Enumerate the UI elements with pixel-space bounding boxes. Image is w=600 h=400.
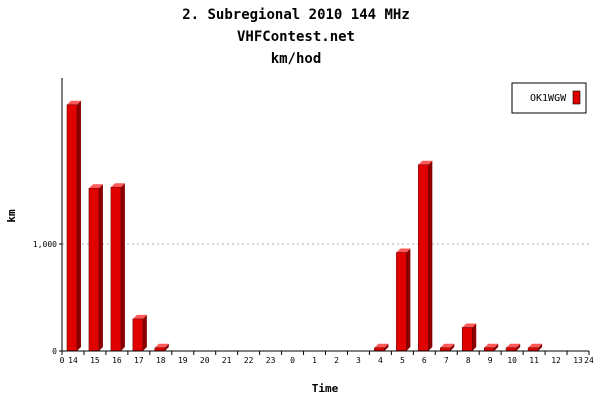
- legend-label: OK1WGW: [530, 93, 567, 104]
- bar-side: [142, 314, 147, 351]
- chart-unit-line: km/hod: [271, 51, 322, 67]
- x-tick-label-19: 19: [178, 356, 188, 365]
- x-tick-label-20: 20: [200, 356, 210, 365]
- bar-front: [374, 347, 385, 351]
- bar-side: [384, 343, 389, 351]
- y-tick-label-0: 0: [52, 347, 57, 356]
- y-axis-label: km: [5, 209, 18, 223]
- bar-14: [66, 100, 81, 352]
- bar-side: [164, 343, 169, 351]
- bar-front: [506, 347, 517, 351]
- bars-layer: [66, 100, 543, 352]
- x-tick-label-4: 4: [378, 356, 383, 365]
- bar-4: [374, 343, 389, 352]
- x-tick-label-18: 18: [156, 356, 166, 365]
- bar-5: [396, 248, 411, 352]
- bar-8: [461, 323, 477, 352]
- bar-side: [406, 248, 411, 351]
- x-tick-label-11: 11: [529, 356, 539, 365]
- bar-6: [418, 160, 433, 352]
- bar-top: [154, 343, 169, 348]
- bar-front: [88, 188, 99, 351]
- x-tick-label-14: 14: [68, 356, 78, 365]
- bar-9: [483, 343, 499, 352]
- bar-side: [120, 183, 125, 351]
- bar-top: [418, 160, 433, 165]
- x-tick-label-3: 3: [356, 356, 361, 365]
- bar-side: [494, 343, 499, 351]
- bar-top: [374, 343, 389, 348]
- bar-17: [132, 314, 147, 352]
- x-tick-label-1: 1: [312, 356, 317, 365]
- bar-top: [462, 323, 477, 328]
- x-axis-label: Time: [312, 382, 339, 395]
- axes-layer: [59, 78, 590, 355]
- chart-title: 2. Subregional 2010 144 MHz: [182, 7, 410, 23]
- x-tick-label-6: 6: [422, 356, 427, 365]
- bar-front: [66, 104, 77, 351]
- bar-side: [516, 343, 521, 351]
- bar-top: [506, 343, 521, 348]
- bar-front: [440, 347, 451, 351]
- x-tick-label-23: 23: [266, 356, 276, 365]
- bar-front: [132, 318, 143, 351]
- bar-front: [528, 347, 539, 351]
- bar-top: [132, 314, 147, 319]
- y-tick-label-1000: 1,000: [33, 240, 57, 249]
- legend-box: [511, 82, 587, 114]
- bar-side: [472, 323, 477, 351]
- bar-16: [110, 183, 125, 352]
- bar-18: [154, 343, 169, 352]
- bar-15: [88, 184, 103, 352]
- legend-swatch: [572, 90, 581, 105]
- bar-top: [88, 184, 103, 189]
- bar-front: [110, 187, 121, 351]
- bar-top: [66, 100, 81, 105]
- x-tick-label-21: 21: [222, 356, 232, 365]
- x-tick-label-12: 12: [551, 356, 561, 365]
- bar-side: [98, 184, 103, 351]
- bar-top: [528, 343, 543, 348]
- bar-front: [418, 164, 429, 351]
- bar-side: [450, 343, 455, 351]
- bar-top: [110, 183, 125, 188]
- x-tick-label-22: 22: [244, 356, 254, 365]
- bar-front: [462, 327, 473, 351]
- legend: OK1WGW: [511, 82, 587, 114]
- bar-7: [440, 343, 455, 352]
- bar-side: [538, 343, 543, 351]
- x-tick-label-7: 7: [444, 356, 449, 365]
- bar-10: [505, 343, 521, 352]
- x-tick-label-17: 17: [134, 356, 144, 365]
- bar-11: [527, 343, 543, 352]
- bar-front: [154, 347, 165, 351]
- bar-front: [484, 347, 495, 351]
- bar-top: [396, 248, 411, 253]
- x-tick-label-0: 0: [290, 356, 295, 365]
- x-tick-label-13: 13: [573, 356, 583, 365]
- bar-front: [396, 252, 407, 351]
- x-tick-label-8: 8: [466, 356, 471, 365]
- chart-subtitle: VHFContest.net: [237, 29, 355, 45]
- x-tick-label-5: 5: [400, 356, 405, 365]
- x-axis-end-label: 24: [584, 356, 594, 365]
- bar-top: [484, 343, 499, 348]
- x-tick-label-16: 16: [112, 356, 122, 365]
- x-tick-label-15: 15: [90, 356, 100, 365]
- x-axis-start-label: 0: [60, 356, 65, 365]
- bar-top: [440, 343, 455, 348]
- x-tick-label-9: 9: [488, 356, 493, 365]
- bar-side: [76, 100, 81, 351]
- x-tick-label-2: 2: [334, 356, 339, 365]
- bar-side: [428, 160, 433, 351]
- x-tick-label-10: 10: [507, 356, 517, 365]
